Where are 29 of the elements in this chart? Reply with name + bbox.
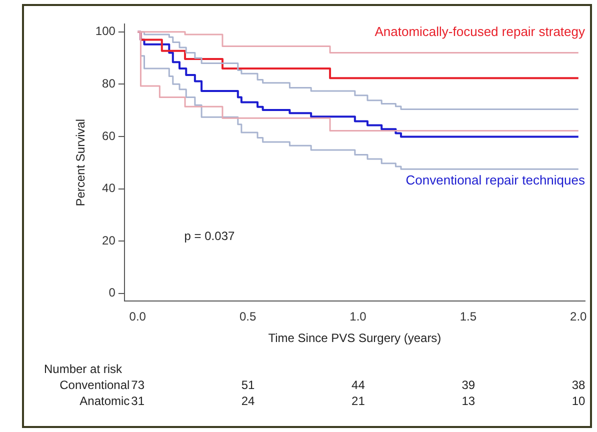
annotation: p = 0.037 <box>184 229 235 244</box>
text: 21 <box>352 394 365 408</box>
text: 24 <box>241 394 255 408</box>
y-tick-label: 0 <box>108 286 116 300</box>
x-axis-title: Time Since PVS Surgery (years) <box>268 331 442 346</box>
text: 13 <box>462 394 476 408</box>
x-tick-label: 1.5 <box>460 310 477 324</box>
x-tick-label: 2.0 <box>570 310 588 324</box>
y-tick-label: 20 <box>102 233 116 248</box>
text: Conventional <box>60 378 130 392</box>
x-tick-label: 0.0 <box>129 310 146 324</box>
text: 44 <box>352 378 365 392</box>
text: Anatomic <box>80 394 130 408</box>
text: 31 <box>131 394 144 408</box>
text: Conventional repair techniques <box>406 172 586 188</box>
x-tick-label: 0.5 <box>239 310 256 324</box>
text: Anatomically-focused repair strategy <box>374 24 586 39</box>
text: 51 <box>241 378 255 392</box>
text: 38 <box>572 378 586 392</box>
y-axis-title: Percent Survival <box>74 118 88 206</box>
text: 39 <box>462 378 476 392</box>
y-tick-label: 40 <box>102 181 116 196</box>
text: 73 <box>131 378 144 392</box>
text: 10 <box>572 394 586 408</box>
y-tick-label: 100 <box>95 24 116 38</box>
y-tick-label: 80 <box>102 76 116 90</box>
text: Number at risk <box>44 362 122 376</box>
y-tick-label: 60 <box>102 128 116 143</box>
x-tick-label: 1.0 <box>350 310 367 324</box>
